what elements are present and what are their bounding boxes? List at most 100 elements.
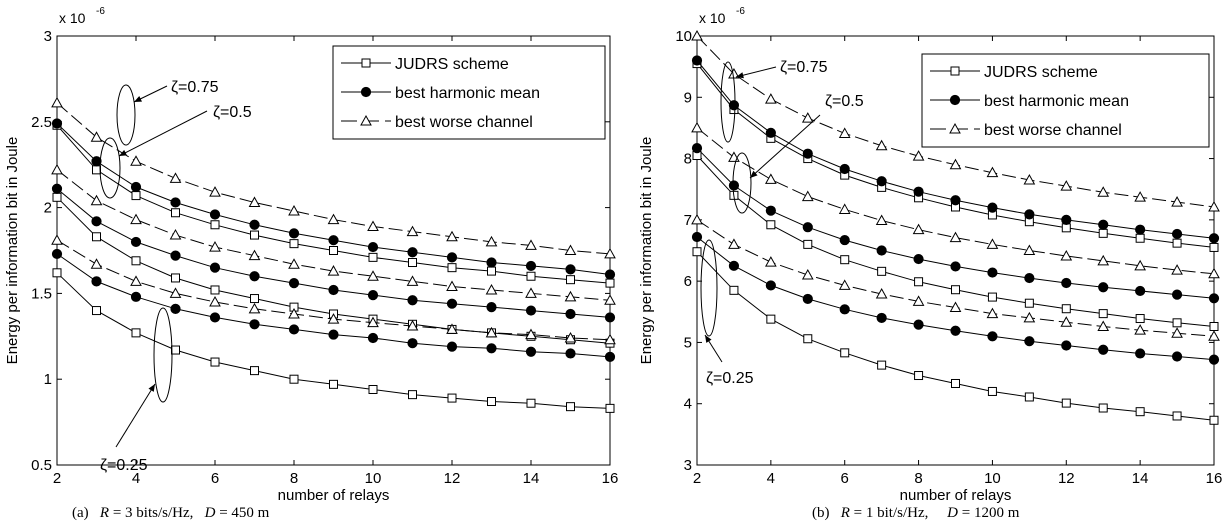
data-point bbox=[328, 329, 339, 340]
data-point bbox=[987, 386, 997, 396]
data-point bbox=[728, 260, 740, 271]
legend-label: best worse channel bbox=[984, 122, 1122, 139]
data-point bbox=[803, 334, 813, 344]
legend-marker bbox=[361, 58, 371, 68]
data-point bbox=[566, 275, 575, 285]
data-point bbox=[446, 230, 458, 242]
annotation-arrow bbox=[118, 110, 208, 157]
data-point bbox=[407, 295, 418, 306]
y-axis-label: Energy per information bit in Joule bbox=[4, 137, 21, 365]
x-axis-label: number of relays bbox=[278, 487, 390, 504]
data-point bbox=[838, 127, 851, 138]
y-tick-label: 2 bbox=[44, 200, 52, 217]
data-point bbox=[288, 228, 300, 239]
data-point bbox=[802, 148, 813, 159]
data-point bbox=[912, 295, 925, 306]
data-point bbox=[51, 183, 63, 194]
data-point bbox=[1208, 200, 1220, 212]
data-point bbox=[406, 225, 419, 237]
data-point bbox=[1135, 233, 1145, 243]
data-point bbox=[367, 270, 379, 281]
data-point bbox=[1023, 173, 1036, 185]
data-point bbox=[408, 390, 417, 400]
data-point bbox=[250, 294, 259, 304]
data-point bbox=[329, 379, 338, 389]
group-ellipse bbox=[116, 84, 136, 146]
data-point bbox=[367, 332, 379, 344]
data-point bbox=[1171, 351, 1183, 362]
data-point bbox=[1135, 285, 1146, 297]
x-tick-label: 16 bbox=[1206, 470, 1223, 487]
data-point bbox=[406, 275, 419, 286]
data-point bbox=[950, 325, 961, 336]
caption-a-label: (a) bbox=[72, 505, 89, 521]
caption-b-distance: = 1200 m bbox=[961, 505, 1020, 521]
data-point bbox=[487, 266, 496, 276]
data-point bbox=[691, 121, 703, 133]
legend: JUDRS scheme best harmonic mean best worse… bbox=[332, 45, 606, 140]
data-point bbox=[839, 304, 850, 315]
annotation-arrowhead bbox=[134, 95, 142, 102]
data-point bbox=[801, 190, 814, 202]
group-ellipse bbox=[700, 239, 718, 337]
data-point bbox=[446, 252, 458, 263]
data-point bbox=[525, 305, 537, 316]
data-point bbox=[1024, 272, 1035, 284]
data-point bbox=[691, 213, 703, 225]
data-point bbox=[209, 186, 221, 197]
data-point bbox=[949, 231, 962, 243]
annotation-label: ζ=0.5 bbox=[213, 104, 252, 121]
data-point bbox=[564, 244, 577, 255]
data-point bbox=[913, 253, 924, 265]
data-point bbox=[1171, 228, 1183, 240]
data-point bbox=[328, 284, 339, 296]
legend-label: best harmonic mean bbox=[395, 85, 540, 102]
data-point bbox=[1134, 259, 1146, 271]
y-tick-label: 1.5 bbox=[31, 285, 52, 302]
data-point bbox=[766, 314, 776, 324]
data-point bbox=[1097, 320, 1110, 331]
data-point bbox=[949, 301, 962, 312]
data-point bbox=[171, 345, 180, 355]
data-point bbox=[248, 302, 261, 314]
series-2 bbox=[691, 29, 1220, 212]
data-point bbox=[130, 275, 142, 286]
x-tick-label: 8 bbox=[290, 470, 298, 487]
caption-b-label: (b) bbox=[812, 505, 830, 521]
data-point bbox=[605, 278, 615, 288]
data-point bbox=[248, 196, 261, 207]
data-point bbox=[875, 139, 888, 151]
data-point bbox=[209, 312, 221, 323]
data-point bbox=[327, 213, 340, 225]
data-point bbox=[51, 96, 63, 108]
data-point bbox=[367, 241, 379, 253]
data-point bbox=[447, 263, 457, 273]
data-point bbox=[250, 230, 259, 240]
data-point bbox=[525, 346, 537, 357]
data-point bbox=[209, 241, 221, 252]
data-point bbox=[986, 166, 999, 178]
data-point bbox=[1098, 219, 1109, 230]
data-point bbox=[875, 214, 888, 225]
data-point bbox=[913, 186, 924, 197]
data-point bbox=[840, 255, 850, 265]
data-point bbox=[1097, 186, 1110, 197]
caption-a-rate-symbol: R bbox=[99, 505, 110, 521]
data-point bbox=[486, 343, 497, 354]
x-tick-label: 12 bbox=[1058, 470, 1075, 487]
data-point bbox=[839, 234, 850, 246]
data-point bbox=[604, 351, 616, 362]
data-point bbox=[951, 378, 960, 388]
legend-label: JUDRS scheme bbox=[395, 56, 509, 73]
legend: JUDRS scheme best harmonic mean best worse… bbox=[921, 53, 1210, 148]
data-point bbox=[327, 313, 340, 324]
data-point bbox=[486, 257, 497, 268]
y-tick-label: 3 bbox=[684, 457, 692, 474]
data-point bbox=[1098, 403, 1108, 413]
series-6 bbox=[52, 268, 615, 413]
data-point bbox=[838, 279, 851, 290]
data-point bbox=[130, 213, 142, 225]
data-point bbox=[1134, 324, 1146, 335]
group-ellipse bbox=[732, 152, 752, 214]
